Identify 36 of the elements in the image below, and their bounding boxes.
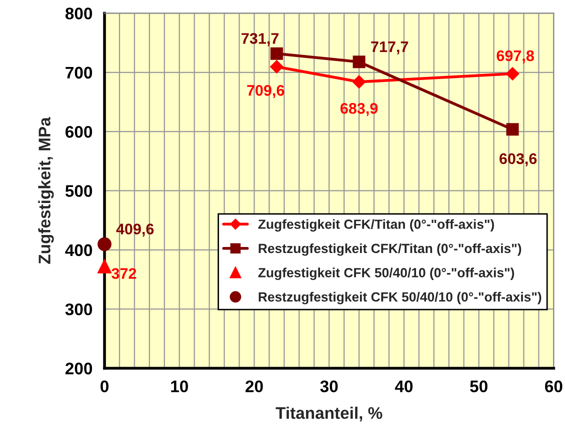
point — [506, 123, 519, 136]
x-tick-label: 60 — [545, 380, 562, 392]
data-label: 717,7 — [371, 41, 408, 54]
point — [98, 260, 112, 274]
x-tick-label: 20 — [246, 380, 263, 392]
y-tick-label: 600 — [66, 126, 92, 138]
y-tick-label: 300 — [65, 303, 92, 316]
data-label: 409,6 — [116, 224, 154, 237]
legend-label: Zugfestigkeit CFK/Titan (0°-"off-axis") — [258, 219, 494, 232]
x-tick-label: 10 — [171, 380, 188, 392]
data-label: 372 — [112, 268, 136, 279]
x-tick-label: 50 — [470, 380, 488, 392]
data-label: 683,9 — [340, 102, 378, 116]
point — [98, 237, 112, 252]
y-tick-label: 500 — [65, 185, 92, 197]
data-label: 731,7 — [242, 33, 278, 46]
data-label: 697,8 — [496, 50, 534, 64]
x-tick-label: 0 — [100, 380, 108, 392]
point — [352, 56, 366, 68]
data-label: 709,6 — [247, 85, 284, 98]
legend-label: Restzugfestigkeit CFK 50/40/10 (0°-"off-axis") — [258, 292, 542, 304]
data-label: 603,6 — [500, 153, 537, 166]
x-axis-title: Titananteil, % — [276, 406, 382, 422]
point — [506, 67, 520, 80]
legend-label: Restzugfestigkeit CFK/Titan (0°-"off-axis") — [258, 243, 522, 256]
y-axis-title: Zugfestigkeit, MPa — [38, 117, 54, 264]
point — [270, 60, 284, 74]
x-tick-label: 30 — [320, 380, 338, 392]
y-tick-label: 700 — [66, 66, 92, 79]
legend-label: Zugfestigkeit CFK 50/40/10 (0°-"off-axis") — [258, 268, 514, 280]
point — [352, 75, 366, 89]
point — [270, 47, 283, 60]
x-tick-label: 40 — [394, 380, 413, 392]
y-tick-label: 200 — [65, 362, 92, 374]
y-tick-label: 800 — [65, 8, 92, 20]
y-tick-label: 400 — [65, 244, 92, 256]
